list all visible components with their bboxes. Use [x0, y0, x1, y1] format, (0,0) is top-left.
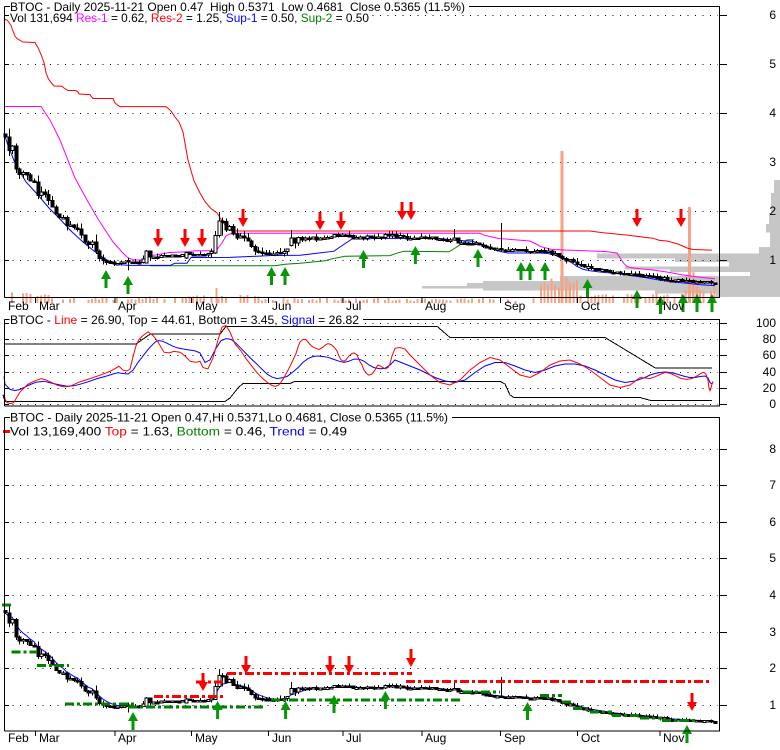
- svg-text:BTOC - Daily 2025-11-21 Open 0: BTOC - Daily 2025-11-21 Open 0.47 High 0…: [10, 0, 465, 14]
- svg-text:Mar: Mar: [39, 299, 60, 313]
- svg-text:Jun: Jun: [272, 731, 291, 745]
- svg-text:Jul: Jul: [346, 299, 361, 313]
- svg-text:8: 8: [769, 442, 776, 456]
- svg-text:BTOC - Daily 2025-11-21 Open 0: BTOC - Daily 2025-11-21 Open 0.47,Hi 0.5…: [10, 411, 448, 425]
- svg-text:Aug: Aug: [425, 299, 446, 313]
- svg-text:Oct: Oct: [581, 299, 600, 313]
- svg-text:Mar: Mar: [39, 731, 60, 745]
- svg-text:Oct: Oct: [581, 731, 600, 745]
- svg-text:Apr: Apr: [118, 299, 137, 313]
- svg-text:1: 1: [769, 253, 776, 267]
- svg-text:May: May: [195, 731, 218, 745]
- svg-text:Apr: Apr: [118, 731, 137, 745]
- svg-text:Aug: Aug: [425, 731, 446, 745]
- svg-text:Nov: Nov: [663, 731, 684, 745]
- svg-text:6: 6: [769, 8, 776, 22]
- svg-text:Sep: Sep: [504, 299, 526, 313]
- svg-text:2: 2: [769, 204, 776, 218]
- svg-text:60: 60: [763, 348, 777, 362]
- svg-text:6: 6: [769, 515, 776, 529]
- svg-text:Feb: Feb: [8, 731, 29, 745]
- svg-text:3: 3: [769, 155, 776, 169]
- svg-text:7: 7: [769, 478, 776, 492]
- svg-text:Nov: Nov: [663, 299, 684, 313]
- svg-text:2: 2: [769, 661, 776, 675]
- svg-text:Jun: Jun: [272, 299, 291, 313]
- svg-text:4: 4: [769, 106, 776, 120]
- svg-text:40: 40: [763, 365, 777, 379]
- svg-text:5: 5: [769, 57, 776, 71]
- svg-text:3: 3: [769, 625, 776, 639]
- svg-text:0: 0: [769, 397, 776, 411]
- svg-text:Jul: Jul: [346, 731, 361, 745]
- svg-text:4: 4: [769, 588, 776, 602]
- svg-text:BTOC - Line = 26.90, Top = 44.: BTOC - Line = 26.90, Top = 44.61, Bottom…: [10, 313, 359, 327]
- svg-text:Sep: Sep: [504, 731, 526, 745]
- svg-text:May: May: [195, 299, 218, 313]
- svg-text:Feb: Feb: [8, 299, 29, 313]
- svg-text:Vol 13,169,400 Top = 1.63, Bot: Vol 13,169,400 Top = 1.63, Bottom = 0.46…: [10, 425, 347, 439]
- svg-text:100: 100: [756, 316, 776, 330]
- svg-text:1: 1: [769, 698, 776, 712]
- svg-text:20: 20: [763, 381, 777, 395]
- svg-text:5: 5: [769, 551, 776, 565]
- svg-text:80: 80: [763, 332, 777, 346]
- svg-text:Vol 131,694 Res-1 = 0.62, Res-: Vol 131,694 Res-1 = 0.62, Res-2 = 1.25, …: [10, 11, 369, 25]
